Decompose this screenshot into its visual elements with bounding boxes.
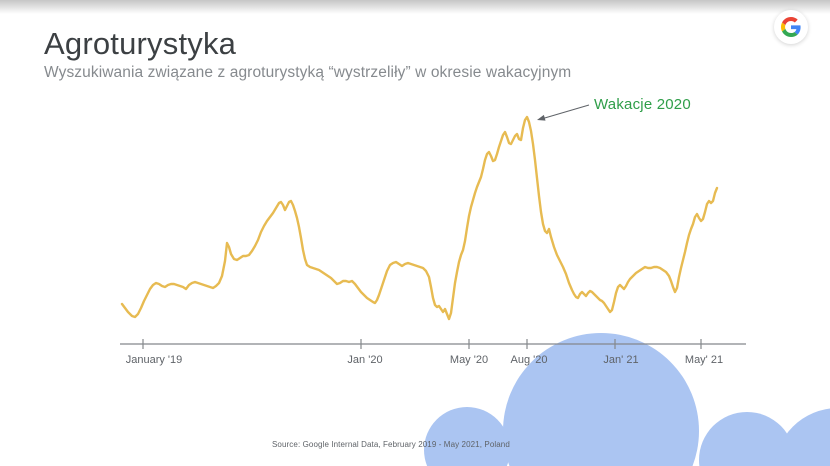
cloud-shape [699,412,795,466]
x-axis-label: Jan' 21 [603,354,639,366]
cloud-shape [503,333,699,466]
slide-subtitle: Wyszukiwania związane z agroturystyką “w… [44,64,572,81]
x-axis-label: Jan '20 [347,354,383,366]
cloud-shape [774,408,830,466]
source-note: Source: Google Internal Data, February 2… [272,440,510,449]
x-axis-label: May' 21 [684,354,724,366]
slide-title: Agroturystyka [44,26,237,61]
cloud-shape [424,407,510,466]
trend-line [120,115,719,321]
top-edge-gradient [0,0,830,14]
x-axis-label: Aug '20 [510,354,548,366]
annotation-label: Wakacje 2020 [594,96,691,113]
annotation-arrow-head [537,114,546,121]
x-axis-label: January '19 [125,354,183,366]
annotation-arrow-line [542,104,590,119]
google-logo-badge [774,10,808,44]
x-axis-label: May '20 [449,354,489,366]
google-g-icon [781,17,801,37]
